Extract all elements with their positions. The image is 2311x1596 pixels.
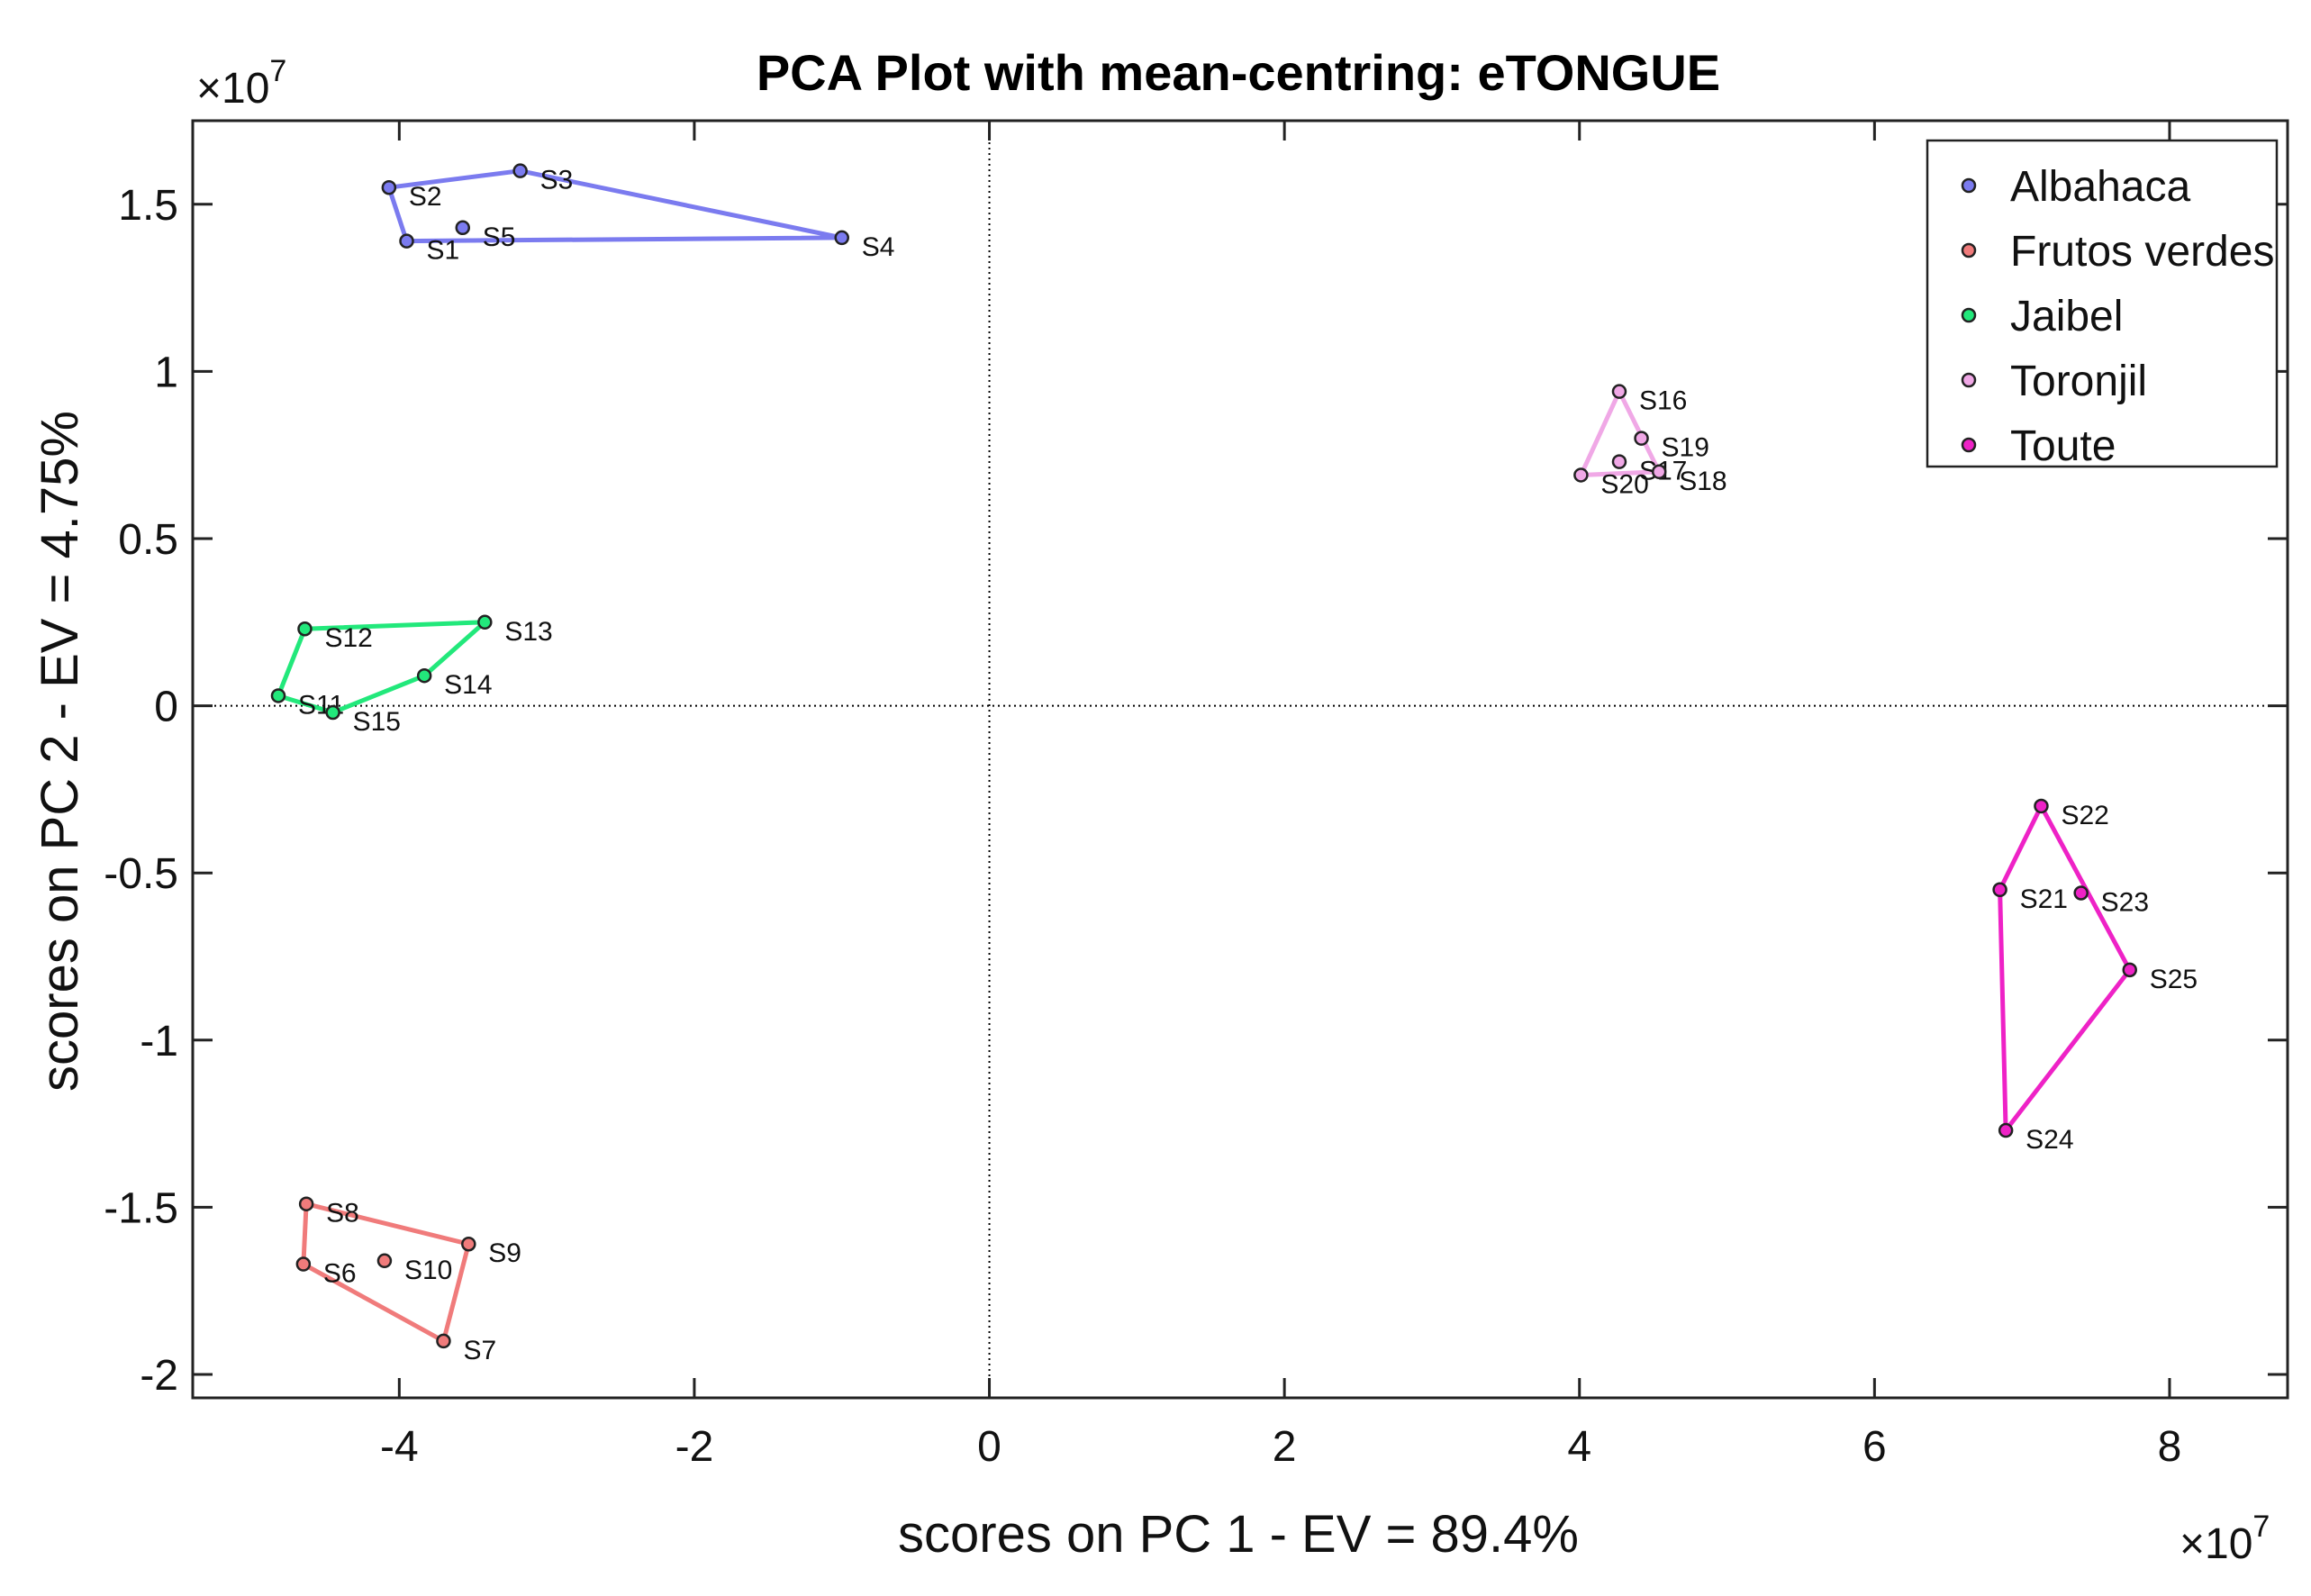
legend-marker (1961, 177, 1977, 194)
point-label: S18 (1679, 467, 1726, 496)
point-label: S5 (483, 222, 516, 252)
legend-marker (1961, 307, 1977, 323)
data-point (1992, 882, 2007, 898)
data-point (270, 688, 286, 703)
point-label: S22 (2061, 801, 2108, 830)
point-label: S1 (427, 236, 460, 266)
legend-marker (1961, 242, 1977, 258)
data-point (416, 667, 432, 684)
data-point (1573, 467, 1589, 483)
legend-entry: Jaibel (2010, 293, 2123, 340)
data-point (2034, 798, 2049, 814)
y-tick-label: -2 (140, 1352, 178, 1400)
y-tick-label: 0 (154, 684, 178, 731)
plot-area: -4 -2 0 2 4 6 8 -2 -1.5 -1 -0.5 0 0.5 1 1.5 S1 S2 S3 S4 S5 S… (104, 119, 2289, 1471)
data-point (1611, 384, 1627, 399)
data-point (298, 1196, 314, 1211)
data-point (1651, 464, 1667, 480)
point-label: S19 (1662, 433, 1709, 463)
data-point (477, 614, 493, 630)
legend-entry: Toute (2010, 422, 2116, 470)
point-label: S25 (2150, 965, 2198, 994)
y-exponent-label: ×107 (196, 54, 286, 113)
x-tick-label: 4 (1567, 1423, 1591, 1471)
data-point (461, 1236, 476, 1252)
x-tick-label: 8 (2158, 1423, 2182, 1471)
point-label: S2 (409, 182, 442, 212)
point-label: S23 (2101, 887, 2149, 917)
x-tick-label: -4 (380, 1423, 419, 1471)
data-point (376, 1253, 393, 1269)
y-tick-label: 0.5 (118, 516, 178, 564)
data-point (381, 179, 397, 195)
point-label: S9 (488, 1238, 521, 1268)
y-tick-label: -0.5 (104, 850, 178, 898)
point-label: S4 (862, 232, 895, 262)
y-tick-label: -1 (140, 1018, 178, 1066)
point-label: S15 (353, 707, 401, 737)
y-axis-label: scores on PC 2 - EV = 4.75% (31, 411, 89, 1092)
data-point (325, 704, 340, 721)
point-label: S8 (326, 1199, 359, 1229)
legend-marker (1961, 372, 1977, 388)
point-label: S6 (323, 1259, 357, 1289)
x-tick-label: -2 (675, 1423, 714, 1471)
point-label: S14 (444, 670, 492, 700)
x-tick-label: 2 (1273, 1423, 1297, 1471)
x-tick-label: 6 (1862, 1423, 1887, 1471)
point-label: S12 (324, 623, 372, 653)
legend: Albahaca Frutos verdes Jaibel Toronjil Toute (1926, 139, 2279, 470)
point-label: S13 (504, 617, 552, 647)
data-point (295, 1256, 312, 1272)
legend-marker (1961, 437, 1977, 453)
legend-entry: Toronjil (2010, 358, 2147, 405)
data-point (399, 233, 414, 249)
data-point (2122, 962, 2137, 978)
point-label: S21 (2020, 884, 2068, 914)
y-tick-label: 1.5 (118, 182, 178, 230)
y-tick-label: -1.5 (104, 1184, 178, 1232)
data-point (436, 1333, 451, 1349)
data-point (834, 230, 849, 246)
data-point (1611, 454, 1627, 469)
cluster-hull (276, 620, 487, 715)
point-label: S3 (540, 166, 574, 195)
plot-frame (191, 119, 2289, 1400)
data-point (455, 220, 471, 236)
data-point (1634, 431, 1649, 446)
point-label: S20 (1600, 469, 1648, 499)
point-label: S24 (2026, 1125, 2073, 1155)
point-label: S16 (1639, 386, 1687, 416)
data-point (2073, 885, 2089, 901)
x-exponent-label: ×107 (2180, 1510, 2270, 1568)
x-axis-label: scores on PC 1 - EV = 89.4% (898, 1505, 1579, 1564)
point-label: S7 (463, 1336, 496, 1365)
data-point (1998, 1122, 2014, 1138)
legend-box (1926, 139, 2279, 468)
point-label: S10 (404, 1256, 452, 1285)
chart-title: PCA Plot with mean-centring: eTONGUE (757, 44, 1720, 101)
y-tick-label: 1 (154, 349, 178, 396)
legend-entry: Albahaca (2010, 163, 2190, 211)
x-tick-label: 0 (977, 1423, 1001, 1471)
data-point (297, 621, 313, 637)
legend-entry: Frutos verdes (2010, 228, 2274, 276)
data-point (512, 163, 528, 178)
